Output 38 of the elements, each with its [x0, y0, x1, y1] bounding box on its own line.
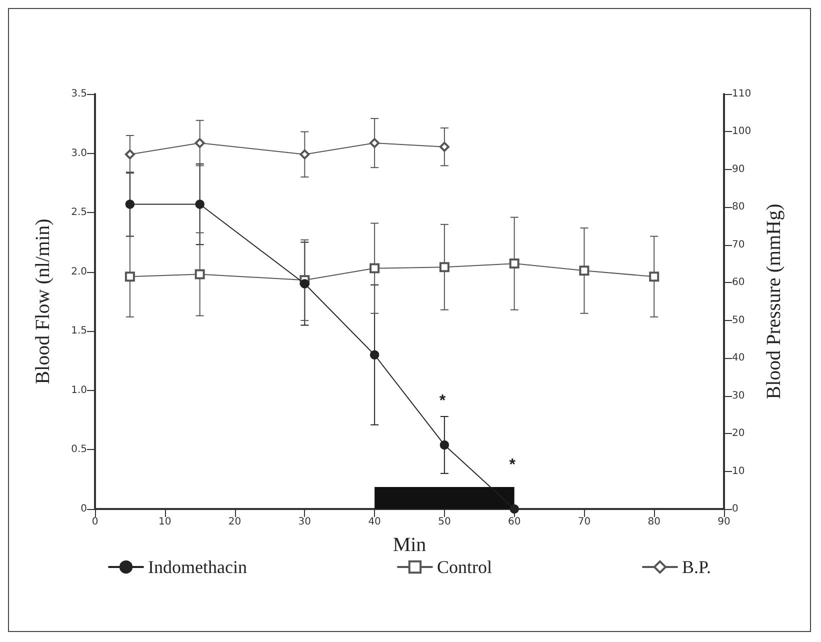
x-tick-label: 50: [438, 516, 451, 528]
x-tick-label: 60: [508, 516, 521, 528]
y-tick-label: 3.5: [71, 88, 87, 100]
x-tick-label: 70: [578, 516, 591, 528]
y2-tick-label: 40: [732, 352, 745, 364]
x-tick-label: 0: [92, 516, 98, 528]
legend-label: B.P.: [682, 557, 712, 577]
legend-label: Indomethacin: [148, 557, 247, 577]
legend-label: Control: [436, 557, 492, 577]
y-axis-title: Blood Flow (nl/min): [32, 218, 54, 384]
y2-tick-label: 50: [732, 314, 745, 326]
y2-tick-label: 30: [732, 390, 745, 402]
y-tick-label: 2.0: [71, 266, 87, 278]
y-tick-label: 0: [80, 504, 87, 514]
y2-tick-label: 10: [732, 466, 745, 477]
x-tick-label: 90: [718, 516, 730, 528]
x-tick-label: 10: [158, 516, 172, 528]
y-tick-label: 1.0: [71, 384, 87, 396]
y-tick-label: 3.0: [71, 148, 87, 159]
annotation: *: [439, 392, 446, 410]
x-tick-label: 30: [298, 516, 312, 528]
y2-tick-label: 20: [732, 428, 745, 440]
x-tick-label: 80: [648, 516, 660, 528]
y2-tick-label: 60: [732, 277, 745, 288]
y2-tick-label: 80: [732, 202, 745, 213]
y-tick-label: 2.5: [71, 207, 87, 218]
y2-tick-label: 110: [732, 88, 752, 100]
y2-tick-label: 0: [732, 504, 738, 514]
x-tick-label: 40: [368, 516, 381, 528]
y2-axis-title: Blood Pressure (mmHg): [763, 204, 785, 400]
y-tick-label: 1.5: [71, 326, 87, 337]
x-tick-label: 20: [228, 516, 242, 528]
y2-tick-label: 70: [732, 239, 745, 250]
annotation: *: [509, 456, 516, 474]
y2-tick-label: 90: [732, 164, 745, 175]
y2-tick-label: 100: [732, 126, 752, 138]
y-tick-label: 0.5: [71, 444, 87, 456]
x-axis-title: Min: [392, 534, 426, 556]
